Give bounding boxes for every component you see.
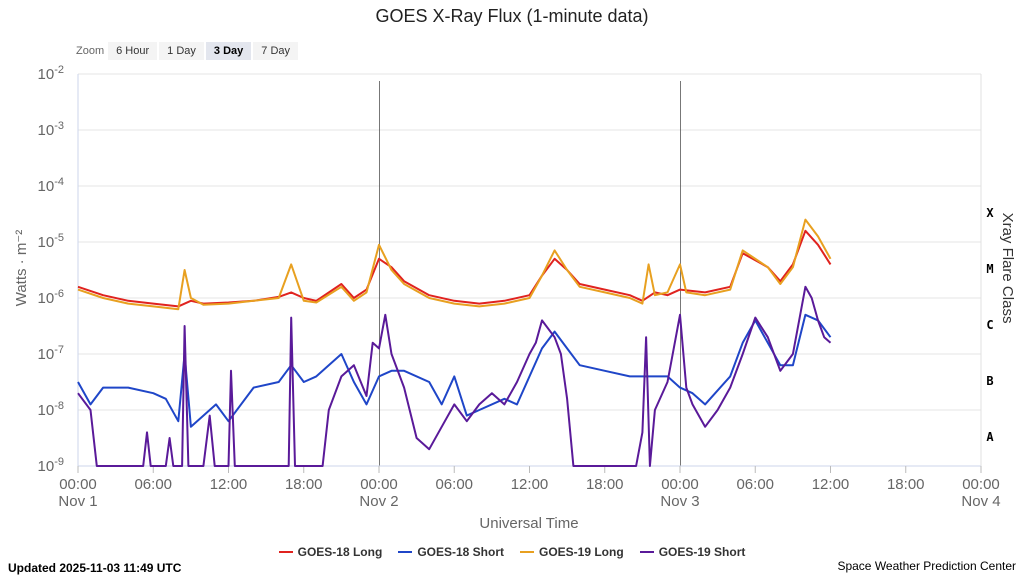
legend-swatch — [398, 551, 413, 553]
flare-class-b: B — [986, 374, 993, 388]
series-lines — [77, 218, 832, 467]
y-tick-label: 10-9 — [38, 456, 64, 475]
x-tick-label: 18:00 — [887, 476, 925, 493]
xray-flux-chart: 10-210-310-410-510-610-710-810-9 00:00No… — [13, 64, 1016, 532]
flare-class-c: C — [986, 318, 993, 332]
legend: GOES-18 Long GOES-18 Short GOES-19 Long … — [0, 545, 1024, 559]
x-tick-label: 18:00 — [285, 476, 323, 493]
flare-class-a: A — [986, 430, 994, 444]
x-tick-date-label: Nov 4 — [961, 493, 1000, 510]
y-tick-label: 10-7 — [38, 344, 64, 363]
x-tick-date-label: Nov 3 — [660, 493, 699, 510]
series-line-goes-18-short — [77, 313, 832, 428]
zoom-6-hour-button[interactable]: 6 Hour — [108, 42, 158, 60]
updated-timestamp: Updated 2025-11-03 11:49 UTC — [8, 561, 182, 575]
y-axis-ticks: 10-2 10-3 10-4 10-5 10-6 10-7 10-8 10-9 — [38, 64, 64, 475]
legend-item-goes19-short[interactable]: GOES-19 Short — [639, 545, 746, 559]
y2-axis-label: Xray Flare Class — [999, 213, 1016, 324]
y-tick-label: 10-6 — [38, 288, 64, 307]
x-tick-label: 00:00 — [360, 476, 398, 493]
x-tick-label: 12:00 — [511, 476, 549, 493]
x-axis-label: Universal Time — [479, 515, 578, 532]
x-tick-date-label: Nov 2 — [359, 493, 398, 510]
legend-item-goes18-long[interactable]: GOES-18 Long — [278, 545, 383, 559]
legend-item-goes19-long[interactable]: GOES-19 Long — [520, 545, 624, 559]
zoom-3-day-button[interactable]: 3 Day — [205, 42, 252, 60]
y-tick-label: 10-2 — [38, 64, 64, 83]
credit-text: Space Weather Prediction Center — [837, 559, 1016, 573]
y-axis-label: Watts · m⁻² — [13, 230, 30, 307]
legend-swatch — [639, 551, 654, 553]
legend-label: GOES-18 Long — [297, 545, 383, 559]
x-tick-label: 12:00 — [210, 476, 248, 493]
series-line-goes-19-short — [77, 285, 832, 467]
x-tick-date-label: Nov 1 — [58, 493, 97, 510]
flare-class-m: M — [986, 262, 993, 276]
x-tick-label: 12:00 — [812, 476, 850, 493]
legend-label: GOES-18 Short — [417, 545, 504, 559]
x-tick-label: 06:00 — [435, 476, 473, 493]
day-marker-lines — [379, 81, 681, 466]
legend-label: GOES-19 Short — [658, 545, 746, 559]
zoom-1-day-button[interactable]: 1 Day — [159, 42, 204, 60]
y-tick-label: 10-5 — [38, 232, 64, 251]
x-tick-label: 06:00 — [134, 476, 172, 493]
series-line-goes-19-long — [77, 218, 832, 311]
y-tick-label: 10-3 — [38, 120, 64, 139]
x-tick-label: 00:00 — [661, 476, 699, 493]
chart-title: GOES X-Ray Flux (1-minute data) — [375, 6, 649, 26]
x-tick-label: 18:00 — [586, 476, 624, 493]
legend-swatch — [520, 551, 534, 553]
x-tick-label: 06:00 — [736, 476, 774, 493]
flare-class-labels: X M C B A — [986, 206, 994, 444]
x-tick-label: 00:00 — [59, 476, 97, 493]
y-tick-label: 10-4 — [38, 176, 64, 195]
zoom-selector: Zoom 6 Hour 1 Day 3 Day 7 Day — [76, 41, 300, 61]
zoom-label: Zoom — [76, 45, 105, 57]
legend-label: GOES-19 Long — [539, 545, 624, 559]
x-tick-label: 00:00 — [962, 476, 1000, 493]
legend-item-goes18-short[interactable]: GOES-18 Short — [398, 545, 504, 559]
y-tick-label: 10-8 — [38, 400, 64, 419]
legend-swatch — [278, 551, 293, 553]
flare-class-x: X — [986, 206, 994, 220]
zoom-7-day-button[interactable]: 7 Day — [253, 42, 299, 60]
